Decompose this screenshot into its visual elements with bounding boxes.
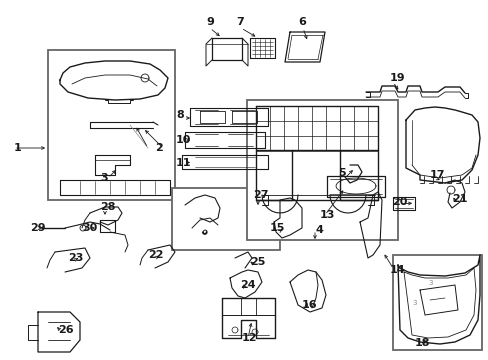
Text: 14: 14 (389, 265, 405, 275)
Text: 3: 3 (100, 173, 107, 183)
Text: 15: 15 (269, 223, 285, 233)
Text: 25: 25 (249, 257, 265, 267)
Text: 20: 20 (391, 197, 407, 207)
Text: 22: 22 (148, 250, 163, 260)
Text: 3: 3 (427, 280, 431, 286)
Text: 12: 12 (242, 333, 257, 343)
Text: 16: 16 (302, 300, 317, 310)
Text: 21: 21 (451, 194, 467, 204)
Text: 19: 19 (389, 73, 405, 83)
Bar (392, 255, 481, 350)
Text: 10: 10 (176, 135, 191, 145)
Text: 1: 1 (14, 143, 21, 153)
Text: 27: 27 (252, 190, 268, 200)
Text: 5: 5 (337, 168, 345, 178)
Text: 7: 7 (236, 17, 243, 27)
Text: 18: 18 (414, 338, 429, 348)
Text: 4: 4 (314, 225, 322, 235)
Text: 28: 28 (100, 202, 115, 212)
Text: 17: 17 (429, 170, 445, 180)
Text: 23: 23 (68, 253, 83, 263)
Bar (48, 50, 175, 200)
Text: 2: 2 (155, 143, 163, 153)
Text: 13: 13 (319, 210, 335, 220)
Text: 29: 29 (30, 223, 45, 233)
Text: 30: 30 (82, 223, 97, 233)
Bar (246, 100, 397, 240)
Text: 6: 6 (297, 17, 305, 27)
Text: 3: 3 (411, 300, 416, 306)
Text: 9: 9 (205, 17, 213, 27)
Text: 8: 8 (176, 110, 183, 120)
Text: 26: 26 (58, 325, 74, 335)
Bar (172, 188, 280, 250)
Text: 24: 24 (240, 280, 255, 290)
Text: 11: 11 (176, 158, 191, 168)
